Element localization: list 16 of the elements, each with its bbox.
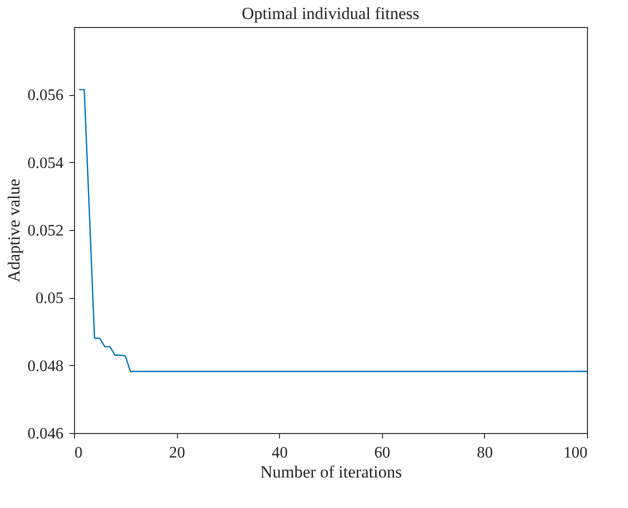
y-tick-label: 0.056 <box>28 87 64 104</box>
x-tick-label: 20 <box>169 444 186 462</box>
y-tick-label: 0.048 <box>28 358 64 375</box>
line-series <box>78 88 588 372</box>
y-tick-label: 0.046 <box>28 426 64 442</box>
x-tick-label: 60 <box>374 444 390 462</box>
chart-title: Optimal individual fitness <box>242 4 420 23</box>
x-tick-label: 80 <box>476 444 493 462</box>
x-tick-label: 40 <box>272 444 288 462</box>
y-tick-label: 0.054 <box>28 154 64 172</box>
x-tick-label: 0 <box>74 444 82 462</box>
y-tick-label: 0.052 <box>28 222 64 240</box>
x-tick-label: 100 <box>564 444 588 462</box>
y-axis-title: Adaptive value <box>4 178 24 282</box>
y-tick-label: 0.05 <box>36 290 64 308</box>
x-axis-title: Number of iterations <box>260 462 402 482</box>
